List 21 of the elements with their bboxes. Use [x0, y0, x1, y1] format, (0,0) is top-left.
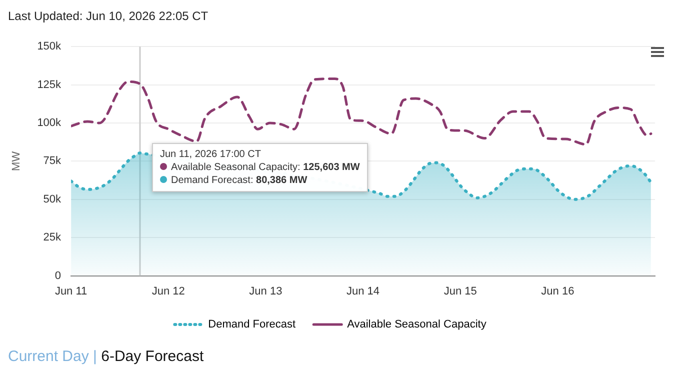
y-tick-label: 125k [37, 78, 62, 91]
x-tick-label: Jun 16 [541, 285, 574, 298]
legend-label: Demand Forecast [208, 318, 296, 331]
annotation: Demand Forecast: 80,386 MW [170, 174, 308, 186]
text: Current Day | 6-Day Forecast [8, 348, 204, 365]
y-tick-label: 100k [37, 117, 62, 130]
legend-label: Available Seasonal Capacity [347, 318, 487, 331]
text: Last Updated: Jun 10, 2026 22:05 CT [8, 9, 208, 23]
x-tick-label: Jun 13 [249, 285, 282, 298]
y-tick-label: 75k [43, 155, 62, 168]
annotation: Jun 11, 2026 17:00 CT [160, 148, 262, 161]
x-tick-label: Jun 12 [152, 285, 185, 298]
annotation: Available Seasonal Capacity: 125,603 MW [170, 162, 360, 173]
x-tick-label: Jun 11 [54, 285, 88, 298]
x-tick-label: Jun 14 [346, 285, 380, 298]
y-tick-label: 50k [43, 193, 62, 206]
y-tick-label: 0 [54, 270, 62, 282]
y-tick-label: 150k [37, 40, 62, 53]
y-axis-title: MW [10, 150, 23, 171]
x-tick-label: Jun 15 [444, 285, 477, 298]
y-tick-label: 25k [43, 232, 62, 244]
